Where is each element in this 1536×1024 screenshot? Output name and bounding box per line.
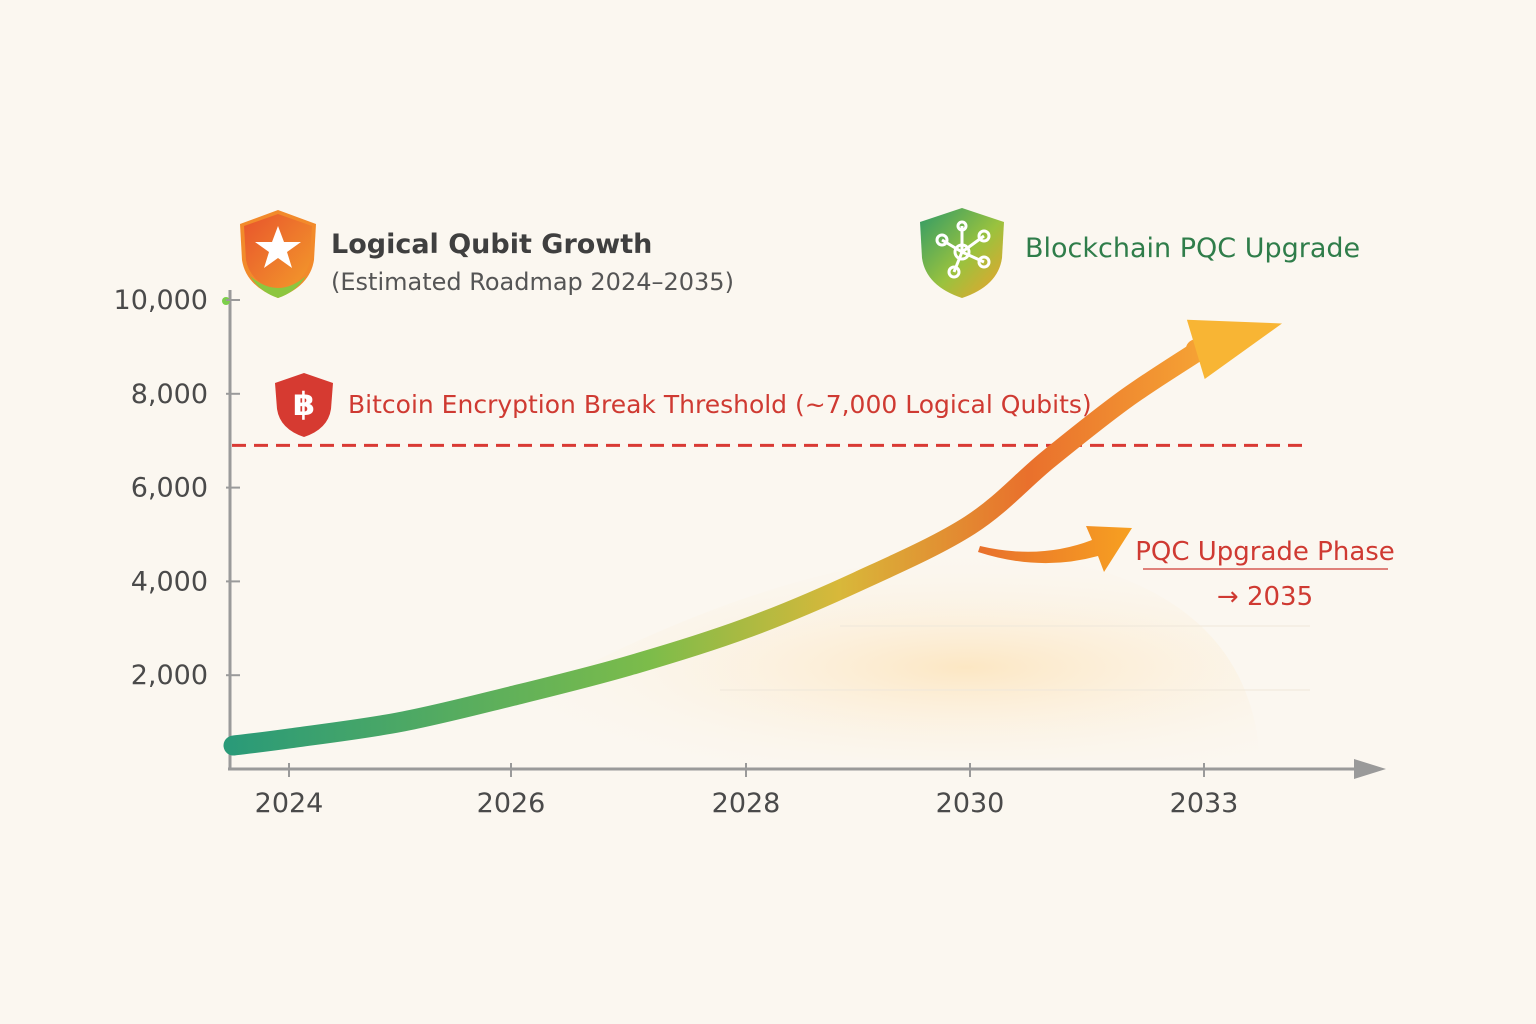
svg-text:฿: ฿ bbox=[293, 385, 315, 423]
bitcoin-shield-icon: ฿ bbox=[275, 373, 333, 437]
x-tick-label: 2024 bbox=[255, 788, 324, 819]
x-tick-label: 2033 bbox=[1170, 788, 1239, 819]
phase-year: → 2035 bbox=[1217, 582, 1313, 612]
network-shield-icon bbox=[920, 208, 1004, 298]
phase-arrow bbox=[978, 526, 1132, 572]
x-tick-label: 2026 bbox=[477, 788, 546, 819]
upgrade-label: Blockchain PQC Upgrade bbox=[1025, 233, 1360, 264]
curve-arrowhead bbox=[1186, 319, 1282, 379]
y-tick-label: 10,000 bbox=[114, 285, 208, 316]
x-tick-label: 2030 bbox=[936, 788, 1005, 819]
phase-label: PQC Upgrade Phase bbox=[1135, 537, 1395, 567]
curve-glow bbox=[420, 554, 1260, 760]
y-tick-label: 2,000 bbox=[131, 660, 208, 691]
chart-subtitle: (Estimated Roadmap 2024–2035) bbox=[331, 268, 734, 296]
x-axis-ticks: 2024 2026 2028 2030 2033 bbox=[255, 763, 1239, 819]
chart-title: Logical Qubit Growth bbox=[331, 229, 652, 260]
star-shield-icon bbox=[240, 210, 316, 298]
y-tick-label: 6,000 bbox=[131, 473, 208, 504]
x-axis-arrowhead bbox=[1354, 759, 1386, 779]
y-tick-label: 8,000 bbox=[131, 379, 208, 410]
y-axis-ticks: 10,000 8,000 6,000 4,000 2,000 bbox=[114, 285, 240, 691]
y-tick-label: 4,000 bbox=[131, 566, 208, 597]
qubit-growth-curve bbox=[223, 333, 1218, 756]
threshold-label: Bitcoin Encryption Break Threshold (~7,0… bbox=[348, 390, 1092, 419]
x-tick-label: 2028 bbox=[712, 788, 781, 819]
